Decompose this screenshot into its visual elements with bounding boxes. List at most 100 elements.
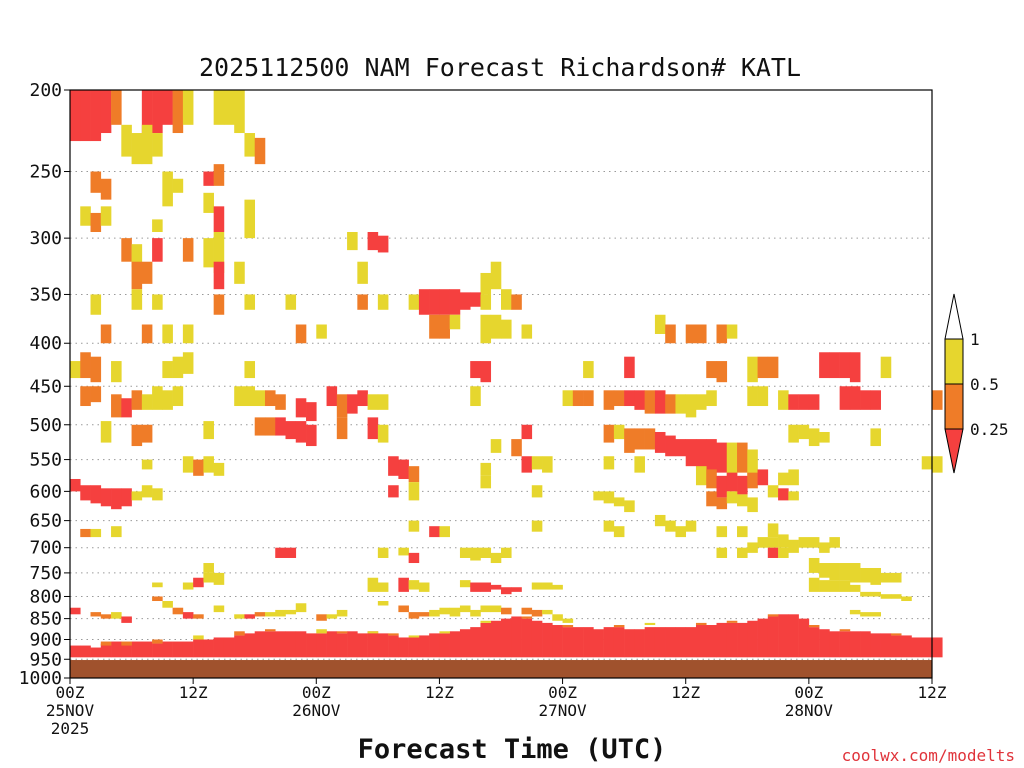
heatmap-cell bbox=[275, 631, 286, 657]
heatmap-cell bbox=[563, 390, 574, 406]
heatmap-cell bbox=[111, 90, 122, 125]
heatmap-cell bbox=[747, 542, 758, 552]
heatmap-cell bbox=[121, 642, 132, 646]
heatmap-cell bbox=[809, 627, 820, 657]
heatmap-cell bbox=[70, 90, 81, 141]
heatmap-cell bbox=[727, 491, 738, 503]
heatmap-cell bbox=[532, 456, 543, 469]
heatmap-cell bbox=[306, 402, 317, 421]
heatmap-cell bbox=[214, 605, 225, 612]
heatmap-cell bbox=[450, 608, 461, 617]
heatmap-cell bbox=[244, 133, 255, 157]
heatmap-cell bbox=[737, 526, 748, 537]
heatmap-cell bbox=[758, 469, 769, 485]
heatmap-cell bbox=[327, 614, 338, 618]
heatmap-cell bbox=[501, 619, 512, 658]
y-tick-label: 250 bbox=[29, 162, 62, 183]
heatmap-cell bbox=[819, 542, 830, 552]
heatmap-cell bbox=[696, 439, 707, 469]
heatmap-cell bbox=[870, 390, 881, 410]
heatmap-cell bbox=[881, 633, 892, 657]
y-tick-label: 650 bbox=[29, 511, 62, 532]
heatmap-cell bbox=[829, 537, 840, 548]
heatmap-cell bbox=[368, 232, 379, 250]
heatmap-cell bbox=[788, 425, 799, 443]
heatmap-cell bbox=[614, 425, 625, 439]
heatmap-cell bbox=[624, 428, 635, 452]
heatmap-cell bbox=[850, 631, 861, 657]
y-tick-label: 600 bbox=[29, 481, 62, 502]
heatmap-cell bbox=[634, 390, 645, 410]
heatmap-cell bbox=[922, 456, 933, 469]
heatmap-cell bbox=[193, 614, 204, 618]
heatmap-cell bbox=[747, 621, 758, 658]
heatmap-cell bbox=[121, 644, 132, 658]
heatmap-cell bbox=[747, 357, 758, 382]
heatmap-cell bbox=[439, 631, 450, 633]
x-tick-label: 00Z bbox=[56, 683, 85, 702]
heatmap-cell bbox=[368, 631, 379, 633]
x-tick-label: 27NOV bbox=[538, 701, 587, 720]
heatmap-cell bbox=[491, 553, 502, 563]
heatmap-cell bbox=[142, 394, 153, 410]
heatmap-cell bbox=[121, 488, 132, 506]
heatmap-cell bbox=[717, 443, 728, 473]
heatmap-cell bbox=[675, 526, 686, 537]
heatmap-cell bbox=[768, 537, 779, 548]
heatmap-cell bbox=[152, 596, 163, 601]
heatmap-cell bbox=[378, 294, 389, 309]
heatmap-cell bbox=[840, 629, 851, 631]
heatmap-cell bbox=[501, 289, 512, 310]
heatmap-cell bbox=[409, 612, 420, 619]
heatmap-cell bbox=[696, 623, 707, 625]
heatmap-cell bbox=[337, 631, 348, 633]
heatmap-cell bbox=[727, 324, 738, 338]
heatmap-cell bbox=[563, 625, 574, 627]
heatmap-cell bbox=[429, 315, 440, 339]
heatmap-cell bbox=[819, 352, 830, 378]
heatmap-cell bbox=[480, 463, 491, 476]
heatmap-cell bbox=[522, 324, 533, 338]
heatmap-cell bbox=[480, 623, 491, 657]
heatmap-cell bbox=[819, 432, 830, 443]
heatmap-cell bbox=[173, 90, 184, 133]
heatmap-cell bbox=[152, 644, 163, 658]
heatmap-cell bbox=[645, 627, 656, 657]
heatmap-cell bbox=[850, 563, 861, 582]
heatmap-cell bbox=[460, 548, 471, 558]
heatmap-cell bbox=[891, 635, 902, 657]
heatmap-cell bbox=[91, 386, 102, 402]
heatmap-cell bbox=[522, 456, 533, 472]
heatmap-cell bbox=[388, 485, 399, 497]
heatmap-cell bbox=[511, 294, 522, 309]
heatmap-cell bbox=[501, 548, 512, 558]
heatmap-cell bbox=[214, 573, 225, 585]
heatmap-cell bbox=[265, 417, 276, 435]
heatmap-cell bbox=[234, 386, 245, 406]
heatmap-cell bbox=[152, 294, 163, 309]
heatmap-cell bbox=[265, 390, 276, 406]
x-tick-label: 2025 bbox=[51, 719, 90, 738]
y-axis-ticks: 200 250 300 350 400 450 500 550 600 650 700 7508008… bbox=[19, 80, 70, 689]
heatmap-cell bbox=[532, 485, 543, 497]
heatmap-cell bbox=[665, 627, 676, 657]
heatmap-cell bbox=[778, 488, 789, 500]
richardson-chart: 2025112500 NAM Forecast Richardson# KATL… bbox=[0, 0, 1024, 768]
heatmap-cell bbox=[378, 394, 389, 410]
heatmap-cell bbox=[881, 573, 892, 583]
heatmap-cell bbox=[604, 456, 615, 469]
heatmap-cell bbox=[306, 633, 317, 657]
heatmap-cell bbox=[296, 421, 307, 442]
heatmap-cell bbox=[860, 631, 871, 657]
colorbar: 1 0.5 0.25 bbox=[945, 294, 1009, 473]
heatmap-cell bbox=[829, 563, 840, 580]
heatmap-cell bbox=[778, 614, 789, 657]
heatmap-cell bbox=[706, 491, 717, 506]
heatmap-cell bbox=[409, 466, 420, 482]
heatmap-cell bbox=[378, 633, 389, 657]
credit-text: coolwx.com/modelts bbox=[842, 746, 1015, 765]
heatmap-cell bbox=[152, 583, 163, 588]
heatmap-cell bbox=[244, 200, 255, 238]
heatmap-cell bbox=[70, 479, 81, 491]
heatmap-cell bbox=[439, 633, 450, 657]
